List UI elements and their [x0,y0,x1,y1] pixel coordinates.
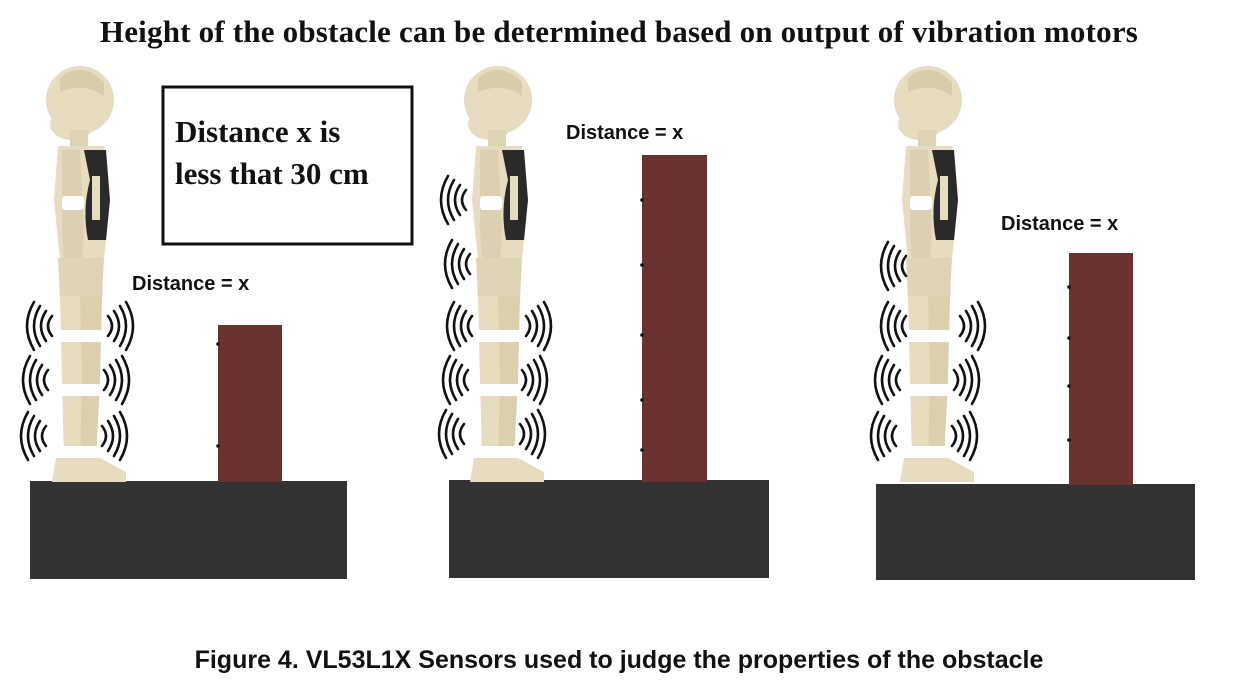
obstacle-block [218,325,282,482]
humanoid-figure [46,66,126,482]
ground-platform [30,481,347,579]
humanoid-figure [464,66,544,482]
ground-platform [876,484,1195,580]
distance-label: Distance = x [132,273,249,295]
distance-label: Distance = x [1001,213,1118,235]
note-line-2: less that 30 cm [175,156,369,191]
panel-1: Distance = x Distance x is less that 30 … [19,66,414,579]
panel-2: Distance = x [437,66,769,578]
figure-caption: Figure 4. VL53L1X Sensors used to judge … [194,646,1044,674]
obstacle-block [1069,253,1133,485]
figure-title: Height of the obstacle can be determined… [99,14,1139,49]
obstacle-block [642,155,707,482]
note-box [161,85,414,246]
distance-label: Distance = x [566,122,683,144]
note-line-1: Distance x is [175,114,340,149]
panel-3: Distance = x [869,66,1195,580]
ground-platform [449,480,769,578]
